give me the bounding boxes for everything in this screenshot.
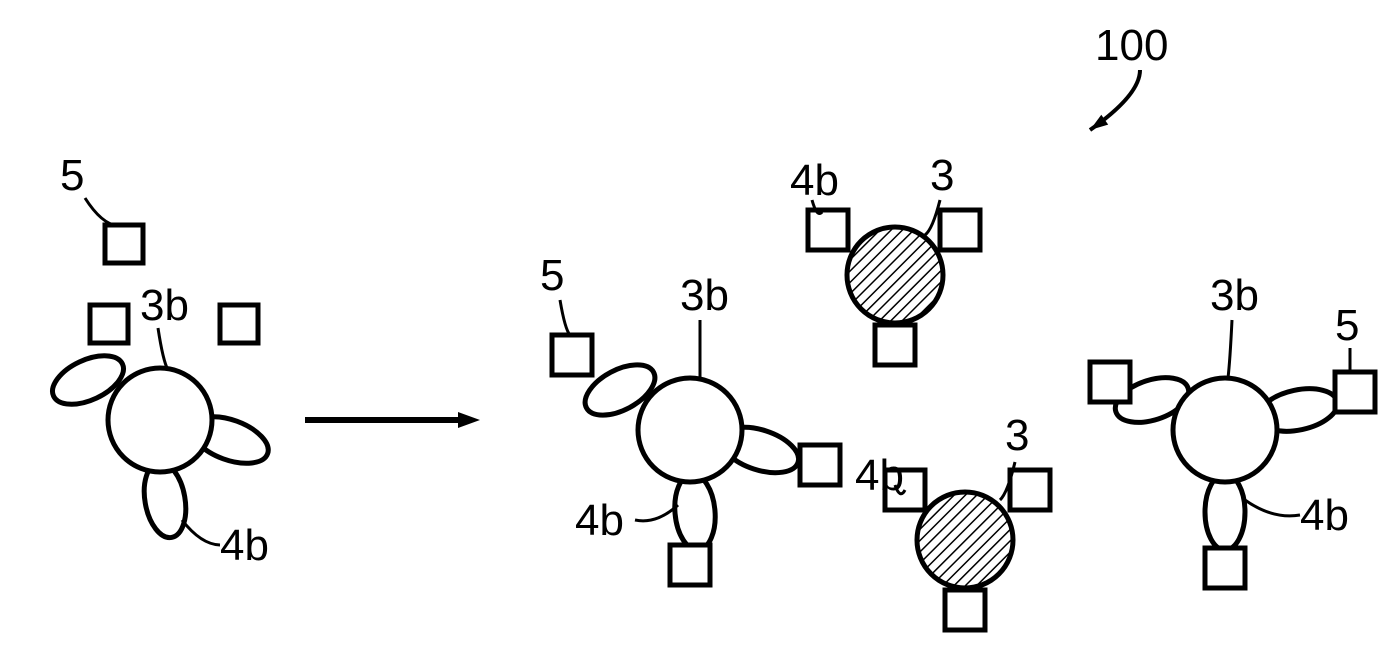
reactant-4b-leader [182,520,220,545]
reaction-arrow-head [458,412,480,428]
open-left-arm-2 [672,472,718,551]
hatched-top-sq-2 [875,325,915,365]
reactant-free-square-0 [105,225,143,263]
hatched-bottom-core [917,492,1013,588]
open-right-arm-sq-1 [1335,372,1375,412]
hatched-bottom-sq-1 [1010,470,1050,510]
open-left-3b-label: 3b [680,271,729,320]
reactant-free-square-1 [90,305,128,343]
open-right-3b-label: 3b [1210,271,1259,320]
reactant-5-label: 5 [60,151,84,200]
open-left-4b-label: 4b [575,496,624,545]
hatched-top-4b-label: 4b [790,156,839,205]
open-left-arm-sq-2 [670,545,710,585]
reactant-3b-leader [158,328,168,370]
hatched-top-core [847,227,943,323]
open-right-5-label: 5 [1335,301,1359,350]
open-left-5-label: 5 [540,251,564,300]
open-left-arm-sq-1 [800,445,840,485]
figure-ref-label: 100 [1095,21,1168,70]
open-right-3b-leader [1228,320,1232,378]
hatched-top-sq-0 [808,210,848,250]
hatched-bottom-4b-label: 4b [855,451,904,500]
open-right-arm-sq-0 [1090,362,1130,402]
reactant-free-square-2 [220,305,258,343]
open-left-4b-leader [635,505,678,521]
hatched-bottom-3-label: 3 [1005,411,1029,460]
open-left-5-leader [560,300,570,335]
hatched-top-sq-1 [940,210,980,250]
reactant-5-leader [85,198,118,226]
open-right-4b-leader [1245,500,1300,516]
open-right-arm-2 [1205,474,1245,550]
reactant-4b-label: 4b [220,521,269,570]
open-left-arm-sq-0 [552,335,592,375]
hatched-bottom-sq-2 [945,590,985,630]
open-right-arm-sq-2 [1205,548,1245,588]
reactant-3b-label: 3b [140,281,189,330]
open-right-4b-label: 4b [1300,491,1349,540]
hatched-top-3-label: 3 [930,151,954,200]
